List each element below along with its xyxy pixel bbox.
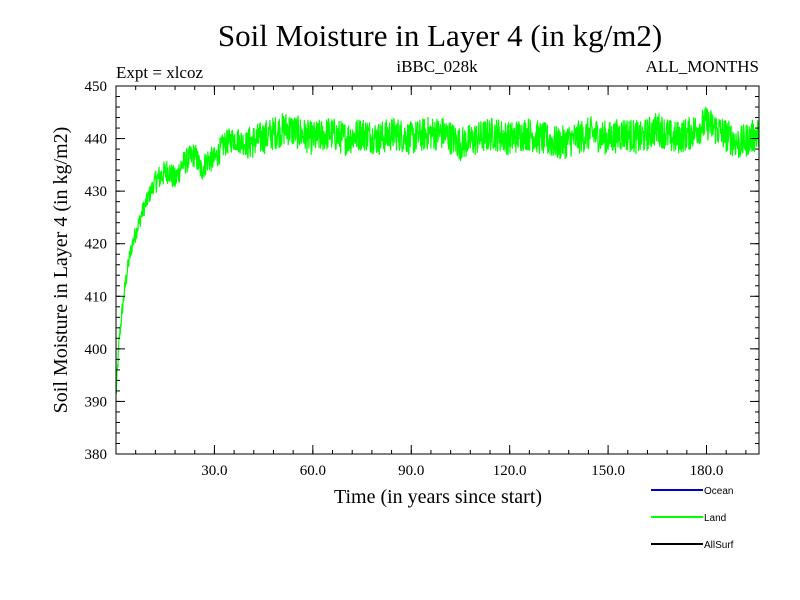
y-tick-label: 390 — [85, 394, 108, 410]
x-axis-label: Time (in years since start) — [334, 486, 542, 508]
y-tick-label: 410 — [85, 289, 108, 305]
y-tick-label: 400 — [85, 342, 108, 358]
legend-label-allsurf: AllSurf — [704, 540, 734, 551]
legend: Ocean Land AllSurf — [651, 486, 734, 551]
plot-frame — [115, 85, 760, 455]
y-axis-label: Soil Moisture in Layer 4 (in kg/m2) — [50, 127, 72, 414]
y-tick-label: 420 — [85, 237, 108, 253]
x-tick-label: 60.0 — [300, 463, 326, 479]
months-label: ALL_MONTHS — [646, 57, 759, 76]
experiment-label: Expt = xlcoz — [116, 63, 203, 82]
legend-label-ocean: Ocean — [704, 486, 733, 497]
x-tick-label: 180.0 — [690, 463, 724, 479]
x-tick-label: 150.0 — [591, 463, 625, 479]
x-tick-label: 90.0 — [398, 463, 424, 479]
legend-label-land: Land — [704, 513, 726, 524]
x-tick-label: 120.0 — [493, 463, 527, 479]
plot-area: 30.0 60.0 90.0 120.0 150.0 180.0 380 390 400 410 4… — [85, 79, 760, 479]
run-id-label: iBBC_028k — [396, 57, 478, 76]
series-line-land — [116, 106, 759, 395]
x-tick-label: 30.0 — [201, 463, 227, 479]
y-tick-label: 450 — [85, 79, 108, 95]
chart-title: Soil Moisture in Layer 4 (in kg/m2) — [218, 18, 662, 53]
y-tick-label: 430 — [85, 184, 108, 200]
y-tick-label: 440 — [85, 132, 108, 148]
y-tick-label: 380 — [85, 447, 108, 463]
